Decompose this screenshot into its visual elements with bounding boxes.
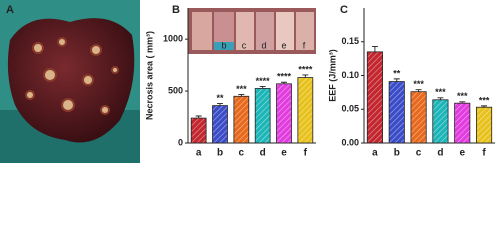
significance-label: ***	[236, 84, 247, 94]
x-tick-label: a	[196, 148, 202, 159]
x-tick-label: b	[394, 148, 400, 159]
inset-label: b	[221, 40, 226, 50]
inset-image	[188, 8, 316, 54]
y-tick-label: 0	[178, 137, 183, 147]
y-axis-label: EEF (J/mm³)	[327, 49, 337, 102]
bar	[410, 91, 427, 144]
x-tick-label: e	[459, 148, 465, 159]
bar	[276, 83, 292, 144]
error-bar	[217, 103, 223, 106]
error-bar	[393, 78, 400, 82]
x-tick-label: f	[482, 148, 486, 159]
y-tick-label: 0.15	[341, 36, 359, 46]
error-bar	[195, 115, 202, 119]
bar	[454, 102, 471, 144]
bar	[388, 81, 405, 144]
x-tick-label: e	[281, 148, 287, 159]
y-tick-label: 0.10	[341, 70, 359, 80]
error-bar	[238, 93, 245, 97]
x-tick-label: d	[260, 148, 266, 159]
x-tick-label: a	[372, 148, 378, 159]
panel-label: A	[6, 4, 14, 16]
y-tick-label: 1000	[163, 34, 183, 44]
significance-label: ***	[479, 95, 490, 105]
bar	[366, 51, 383, 144]
significance-label: **	[393, 68, 401, 78]
inset-label: e	[281, 40, 286, 50]
significance-label: ***	[413, 79, 424, 89]
error-bar	[481, 105, 488, 108]
panel-label: C	[340, 4, 348, 16]
bar	[212, 105, 228, 144]
x-tick-label: c	[239, 148, 245, 159]
significance-label: ****	[277, 72, 292, 82]
error-bar	[415, 89, 422, 92]
error-bar	[259, 85, 266, 89]
bar	[233, 95, 250, 144]
bar	[190, 117, 207, 144]
x-tick-label: f	[304, 148, 308, 159]
error-bar	[437, 97, 444, 100]
panel-label: B	[172, 4, 180, 16]
error-bar	[459, 101, 466, 104]
y-axis-label: Necrosis area ( mm³)	[144, 31, 154, 120]
y-tick-label: 0.00	[341, 137, 359, 147]
error-bar	[371, 46, 378, 52]
significance-label: **	[216, 93, 224, 103]
y-tick-label: 500	[168, 85, 183, 95]
x-tick-label: b	[217, 148, 223, 159]
bar	[476, 106, 493, 144]
inset-label: f	[303, 40, 306, 50]
significance-label: ***	[435, 87, 446, 97]
bar	[297, 77, 314, 144]
error-bar	[281, 81, 287, 84]
bar	[254, 88, 271, 144]
significance-label: ***	[457, 91, 468, 101]
y-tick-label: 0.05	[341, 104, 359, 114]
x-tick-label: d	[437, 148, 443, 159]
significance-label: ****	[256, 76, 271, 86]
significance-label: ****	[298, 64, 313, 74]
photo-panel	[0, 0, 140, 163]
inset-label: c	[242, 40, 247, 50]
x-tick-label: c	[416, 148, 422, 159]
error-bar	[302, 74, 309, 78]
figure: A B Cb c d e f Necrosis area ( mm³) 0 500 1000 a ** b…	[0, 0, 495, 163]
inset-label: d	[261, 40, 266, 50]
bar	[432, 99, 449, 144]
